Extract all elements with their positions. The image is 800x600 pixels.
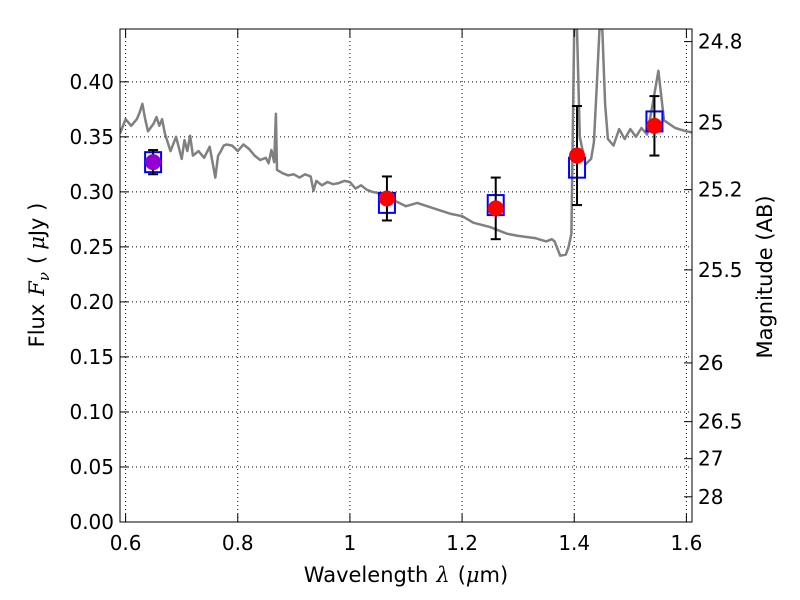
plot-frame bbox=[119, 28, 693, 523]
spectrum-line bbox=[120, 29, 692, 257]
y-tick-label: 0.00 bbox=[69, 510, 114, 534]
x-tick-label: 1 bbox=[344, 531, 357, 555]
right-tick-label: 25 bbox=[698, 110, 723, 134]
observed-point bbox=[378, 190, 395, 207]
model-spectrum bbox=[120, 29, 692, 257]
observed-point bbox=[487, 200, 504, 217]
y-tick-label: 0.25 bbox=[69, 235, 114, 259]
right-tick-label: 24.8 bbox=[698, 30, 743, 54]
y-tick-label: 0.35 bbox=[69, 125, 114, 149]
y-tick-label: 0.05 bbox=[69, 455, 114, 479]
y-tick-label: 0.15 bbox=[69, 345, 114, 369]
y-tick-label: 0.20 bbox=[69, 290, 114, 314]
observed-point bbox=[646, 117, 663, 134]
y-tick-label: 0.10 bbox=[69, 400, 114, 424]
right-tick-label: 25.2 bbox=[698, 178, 743, 202]
y-tick-label: 0.40 bbox=[69, 70, 114, 94]
right-magnitude-ticks: 24.8 25 25.2 25.5 26 26.5 27 28 bbox=[684, 30, 743, 509]
y-axis-title: FluxFν(μJy ) bbox=[25, 203, 53, 348]
x-axis-title: Wavelength λ (μm) bbox=[304, 563, 508, 587]
right-tick-label: 26.5 bbox=[698, 410, 743, 434]
observed-point bbox=[145, 154, 162, 171]
right-tick-label: 27 bbox=[698, 447, 723, 471]
observed-fluxes bbox=[145, 117, 663, 217]
error-bars bbox=[148, 95, 660, 241]
observed-point bbox=[569, 147, 586, 164]
x-tick-label: 1.4 bbox=[558, 531, 590, 555]
y-tick-label: 0.30 bbox=[69, 180, 114, 204]
x-tick-label: 0.6 bbox=[110, 531, 142, 555]
x-tick-label: 1.2 bbox=[446, 531, 478, 555]
x-tick-label: 0.8 bbox=[222, 531, 254, 555]
model-band-fluxes bbox=[144, 110, 664, 217]
right-axis-title: Magnitude (AB) bbox=[753, 195, 777, 358]
y-axis-ticks: 0.00 0.05 0.10 0.15 0.20 0.25 0.30 0.35 0.40 bbox=[69, 70, 128, 534]
right-tick-label: 28 bbox=[698, 485, 723, 509]
right-tick-label: 25.5 bbox=[698, 258, 743, 282]
x-tick-label: 1.6 bbox=[670, 531, 702, 555]
right-tick-label: 26 bbox=[698, 351, 723, 375]
x-axis-ticks: 0.6 0.8 1 1.2 1.4 1.6 bbox=[110, 29, 702, 555]
